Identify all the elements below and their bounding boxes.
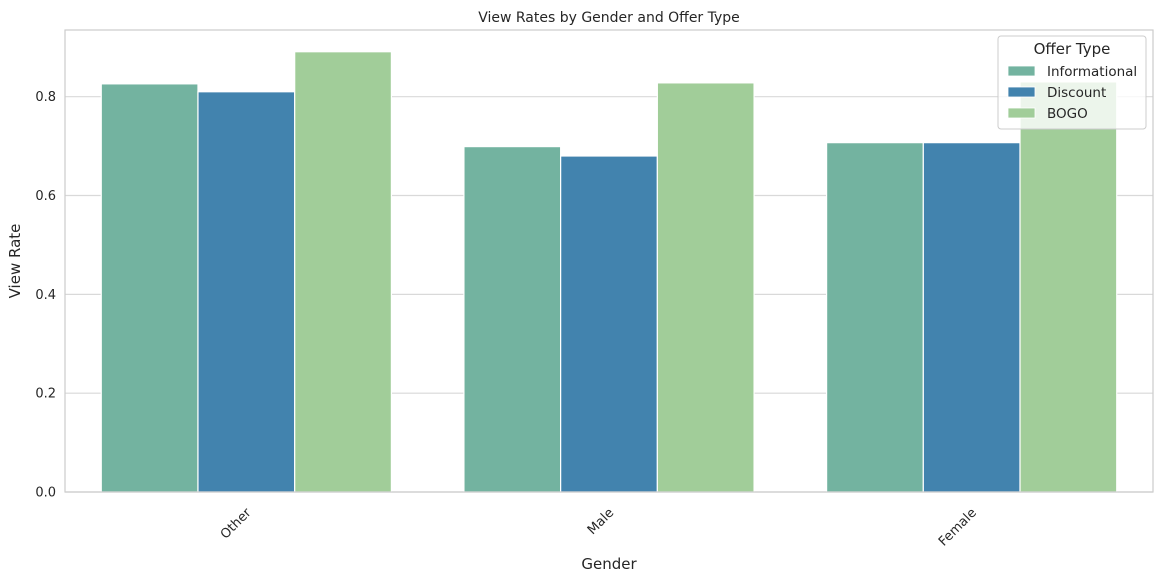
legend-swatch-informational xyxy=(1007,65,1036,77)
bar-bogo-female xyxy=(1019,81,1118,493)
y-tick-labels: 0.0 0.2 0.4 0.6 0.8 xyxy=(35,90,56,500)
bar-discount-male xyxy=(560,155,658,493)
legend-label-informational: Informational xyxy=(1047,64,1137,80)
bar-informational-other xyxy=(100,83,199,493)
bar-informational-male xyxy=(463,146,562,493)
bar-discount-female xyxy=(922,142,1021,493)
x-tick-label: Other xyxy=(218,505,255,542)
legend-title: Offer Type xyxy=(1034,40,1111,58)
bars xyxy=(100,51,1118,493)
chart-title: View Rates by Gender and Offer Type xyxy=(478,10,740,26)
y-tick-label: 0.6 xyxy=(35,189,56,204)
x-tick-label: Female xyxy=(936,506,980,550)
legend-items: Informational Discount BOGO xyxy=(1007,64,1137,122)
bar-bogo-male xyxy=(656,82,755,493)
x-tick-labels: Other Male Female xyxy=(218,505,980,549)
x-tick-label: Male xyxy=(585,506,617,538)
y-tick-label: 0.2 xyxy=(35,387,56,402)
legend-swatch-bogo xyxy=(1007,107,1036,119)
bar-bogo-other xyxy=(294,51,393,493)
y-tick-label: 0.8 xyxy=(35,90,56,105)
y-axis-label: View Rate xyxy=(6,224,24,299)
legend: Offer Type Informational Discount BOGO xyxy=(997,35,1147,130)
legend-label-bogo: BOGO xyxy=(1047,106,1088,122)
bar-informational-female xyxy=(825,142,924,493)
legend-label-discount: Discount xyxy=(1047,85,1106,101)
plot-frame xyxy=(64,29,1154,493)
y-tick-label: 0.4 xyxy=(35,288,56,303)
y-tick-label: 0.0 xyxy=(35,486,56,501)
bar-discount-other xyxy=(197,91,296,493)
legend-swatch-discount xyxy=(1007,86,1036,98)
x-axis-label: Gender xyxy=(581,555,637,573)
legend-box xyxy=(997,35,1147,130)
